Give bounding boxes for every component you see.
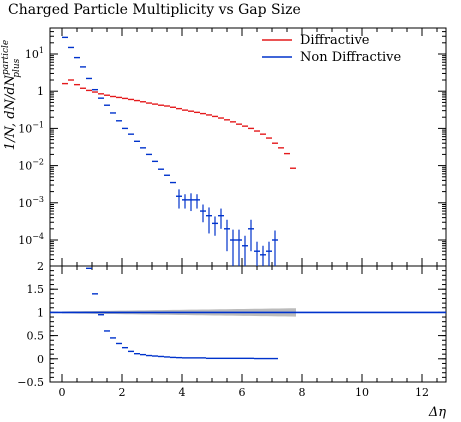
ratio-axis-ticks: −0.5 0 0.5 1 1.5 2 0 2 4 6 8 10 12 [17,260,446,399]
x-tick-label: 8 [299,386,306,399]
y-tick-label: −0.5 [17,376,44,389]
y-tick-label: 1 [37,85,44,98]
legend-label-non-diffractive: Non Diffractive [300,50,401,65]
y-tick-label: 1.5 [27,283,45,296]
y-tick-label: 101 [25,46,44,61]
chart-title: Charged Particle Multiplicity vs Gap Siz… [8,2,301,18]
x-tick-label: 12 [415,386,429,399]
y-tick-label: 10−3 [18,195,44,210]
legend-label-diffractive: Diffractive [300,33,370,48]
y-tick-label: 10−4 [18,232,44,247]
y-tick-label: 10−1 [18,120,44,135]
x-tick-label: 0 [59,386,66,399]
y-tick-label: 10−2 [18,158,44,173]
y-tick-label: 0 [37,353,44,366]
x-tick-label: 2 [119,386,126,399]
y-axis-label: 1/N, dN/dNparticleplus [1,40,22,150]
y-tick-label: 0.5 [27,330,45,343]
y-tick-label: 2 [37,260,44,273]
ratio-plot-frame [49,265,447,383]
chart-legend: Diffractive Non Diffractive [262,33,401,65]
x-tick-label: 6 [239,386,246,399]
y-tick-label: 1 [37,306,44,319]
ratio-uncertainty-band [50,308,446,317]
main-axis-ticks: 101 1 10−1 10−2 10−3 10−4 [18,27,446,267]
main-data-series [62,36,296,266]
x-tick-label: 10 [355,386,369,399]
x-axis-label: Δη [428,405,446,420]
x-tick-label: 4 [179,386,186,399]
ratio-data-series [86,267,278,360]
